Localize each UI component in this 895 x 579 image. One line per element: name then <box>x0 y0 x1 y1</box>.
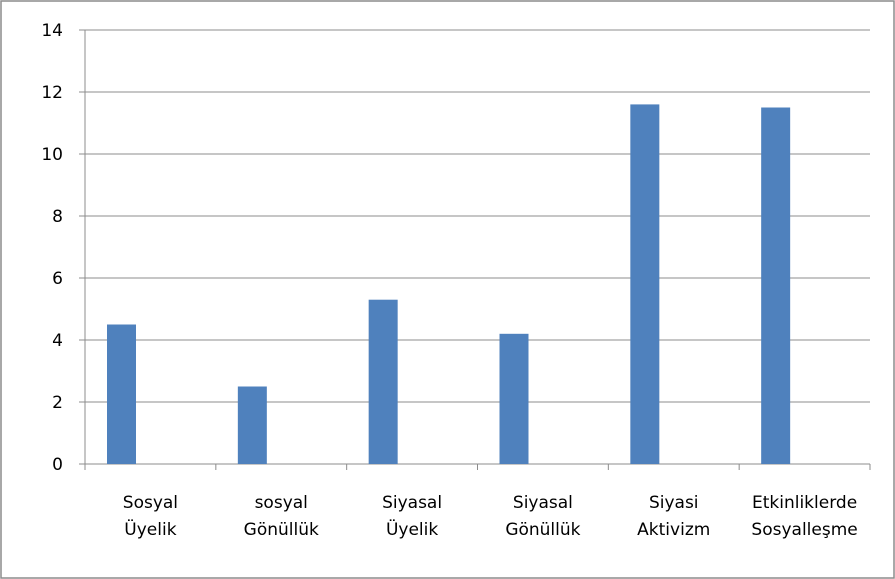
x-category-label-line: Siyasi <box>649 493 699 513</box>
x-category-label-line: Sosyalleşme <box>751 520 857 540</box>
y-tick-label: 10 <box>41 145 63 165</box>
x-category-label-line: Sosyal <box>123 493 178 513</box>
x-category-label-line: Etkinliklerde <box>752 493 857 513</box>
x-category-label-line: Aktivizm <box>637 520 710 540</box>
bar <box>499 333 529 464</box>
x-category-label: Etkinliklerde Sosyalleşme <box>751 493 857 540</box>
bar <box>368 299 398 464</box>
bars <box>107 104 791 465</box>
y-tick-label: 12 <box>41 83 63 103</box>
x-category-label: Sosyal Üyelik <box>123 493 178 540</box>
y-tick-label: 14 <box>41 21 63 41</box>
bar <box>107 324 136 464</box>
x-category-label-line: Siyasal <box>382 493 442 513</box>
x-category-label: Siyasi Aktivizm <box>637 493 710 540</box>
x-category-label-line: Gönüllük <box>505 520 580 540</box>
axes <box>79 29 871 470</box>
x-category-label-line: Siyasal <box>513 493 573 513</box>
gridlines <box>85 29 870 403</box>
x-category-label-line: sosyal <box>255 493 308 513</box>
x-category-label: Siyasal Gönüllük <box>505 493 580 540</box>
x-category-label: sosyal Gönüllük <box>244 493 319 540</box>
x-category-label-line: Gönüllük <box>244 520 319 540</box>
x-category-label-line: Üyelik <box>124 518 176 540</box>
bar <box>630 104 660 465</box>
y-tick-label: 2 <box>52 393 63 413</box>
x-category-label-line: Üyelik <box>386 518 438 540</box>
y-tick-labels: 0 2 4 6 8 10 12 14 <box>41 21 63 475</box>
bar <box>237 386 267 464</box>
y-tick-label: 6 <box>52 269 63 289</box>
bar <box>761 107 791 464</box>
y-tick-label: 4 <box>52 331 63 351</box>
y-tick-label: 0 <box>52 455 63 475</box>
x-category-label: Siyasal Üyelik <box>382 493 442 540</box>
y-tick-label: 8 <box>52 207 63 227</box>
